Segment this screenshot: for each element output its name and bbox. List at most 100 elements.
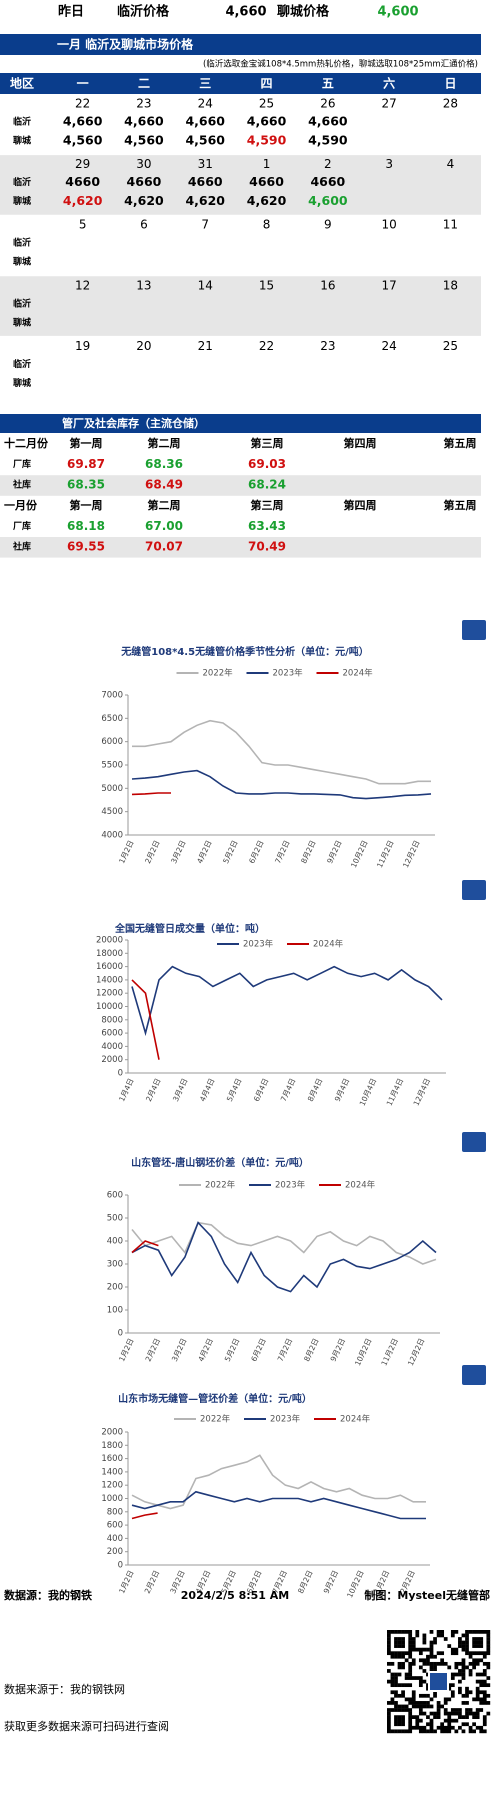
day-number: 12 bbox=[75, 278, 90, 292]
qr-module bbox=[426, 1672, 430, 1677]
price-cell: 4,660 bbox=[247, 114, 287, 129]
qr-module bbox=[387, 1630, 391, 1634]
x-tick-label: 11月2日 bbox=[375, 839, 396, 869]
qr-module bbox=[401, 1637, 405, 1641]
qr-module bbox=[468, 1708, 473, 1712]
qr-module bbox=[418, 1676, 423, 1680]
qr-module bbox=[440, 1722, 445, 1727]
qr-module bbox=[468, 1690, 473, 1695]
y-tick-label: 1800 bbox=[101, 1441, 123, 1451]
inventory-cell: 69.87 bbox=[67, 457, 105, 471]
qr-module bbox=[415, 1718, 420, 1723]
qr-module bbox=[468, 1669, 473, 1673]
qr-module bbox=[486, 1647, 491, 1652]
qr-module bbox=[387, 1718, 391, 1723]
price-cell: 4660 bbox=[127, 174, 162, 189]
qr-module bbox=[465, 1647, 469, 1652]
row-label: 临沂 bbox=[13, 116, 31, 128]
price-cell: 4,590 bbox=[308, 133, 348, 148]
qr-module bbox=[422, 1647, 427, 1652]
legend-label: 2023年 bbox=[273, 668, 304, 679]
y-tick-label: 0 bbox=[118, 1069, 123, 1079]
qr-module bbox=[482, 1683, 487, 1688]
day-number: 19 bbox=[75, 339, 90, 353]
qr-module bbox=[387, 1637, 391, 1641]
logo bbox=[462, 880, 486, 900]
x-tick-label: 6月4日 bbox=[252, 1077, 271, 1103]
x-tick-label: 12月4日 bbox=[412, 1077, 433, 1107]
y-tick-label: 4000 bbox=[101, 831, 123, 841]
qr-module bbox=[482, 1701, 487, 1705]
qr-module bbox=[436, 1661, 441, 1666]
qr-module bbox=[454, 1711, 459, 1716]
day-number: 8 bbox=[263, 218, 271, 232]
qr-module bbox=[411, 1676, 416, 1680]
qr-module bbox=[394, 1644, 398, 1648]
x-tick-label: 4月4日 bbox=[198, 1077, 217, 1103]
x-tick-label: 12月2日 bbox=[401, 839, 422, 869]
qr-module bbox=[482, 1661, 487, 1666]
qr-module bbox=[429, 1669, 434, 1673]
day-number: 24 bbox=[382, 339, 397, 353]
y-tick-label: 10000 bbox=[96, 1002, 123, 1012]
qr-module bbox=[411, 1647, 416, 1652]
qr-module bbox=[390, 1701, 395, 1705]
x-tick-label: 7月4日 bbox=[279, 1077, 298, 1103]
qr-module bbox=[447, 1729, 452, 1734]
qr-module bbox=[450, 1633, 455, 1638]
qr-module bbox=[433, 1654, 437, 1659]
qr-module bbox=[436, 1651, 441, 1656]
qr-module bbox=[418, 1651, 423, 1656]
x-tick-label: 10月2日 bbox=[353, 1337, 374, 1367]
price-cell: 4660 bbox=[65, 174, 100, 189]
legend-label: 2022年 bbox=[200, 1414, 231, 1425]
inventory-cell: 68.18 bbox=[67, 519, 105, 533]
qr-module bbox=[387, 1647, 391, 1652]
qr-module bbox=[443, 1729, 448, 1734]
qr-module bbox=[387, 1651, 391, 1656]
day-number: 10 bbox=[382, 218, 397, 232]
series-line bbox=[131, 1240, 159, 1254]
qr-module bbox=[422, 1658, 427, 1663]
qr-module bbox=[436, 1708, 441, 1712]
series-line bbox=[131, 979, 160, 1060]
qr-module bbox=[479, 1729, 484, 1734]
qr-module bbox=[429, 1722, 434, 1727]
row-label: 临沂 bbox=[13, 237, 31, 249]
qr-module bbox=[479, 1697, 484, 1702]
qr-module bbox=[408, 1683, 413, 1688]
qr-module bbox=[418, 1683, 423, 1688]
qr-module bbox=[458, 1711, 462, 1716]
qr-module bbox=[401, 1693, 405, 1698]
qr-module bbox=[458, 1708, 462, 1712]
x-tick-label: 2月2日 bbox=[144, 1337, 163, 1363]
qr-module bbox=[422, 1661, 427, 1666]
qr-module bbox=[401, 1690, 405, 1695]
qr-module bbox=[440, 1704, 445, 1709]
x-tick-label: 3月2日 bbox=[170, 1337, 189, 1363]
qr-module bbox=[415, 1676, 420, 1680]
qr-module bbox=[482, 1679, 487, 1684]
qr-module bbox=[390, 1708, 395, 1712]
qr-module bbox=[415, 1701, 420, 1705]
qr-module bbox=[465, 1665, 469, 1670]
qr-module bbox=[404, 1651, 409, 1656]
qr-module bbox=[387, 1725, 391, 1730]
qr-module bbox=[486, 1644, 491, 1648]
x-tick-label: 8月4日 bbox=[306, 1077, 325, 1103]
x-tick-label: 4月2日 bbox=[195, 839, 214, 865]
legend-label: 2024年 bbox=[313, 939, 344, 950]
qr-module bbox=[447, 1665, 452, 1670]
qr-logo bbox=[428, 1671, 449, 1692]
week-header: 十二月份 bbox=[4, 436, 49, 450]
qr-module bbox=[465, 1701, 469, 1705]
y-tick-label: 5000 bbox=[101, 784, 123, 794]
price-cell: 4,560 bbox=[63, 133, 103, 148]
qr-module bbox=[465, 1693, 469, 1698]
qr-module bbox=[472, 1715, 476, 1719]
qr-module bbox=[433, 1715, 437, 1719]
qr-module bbox=[408, 1654, 413, 1659]
qr-module bbox=[401, 1718, 405, 1723]
qr-module bbox=[468, 1651, 473, 1656]
row-background bbox=[0, 275, 481, 337]
